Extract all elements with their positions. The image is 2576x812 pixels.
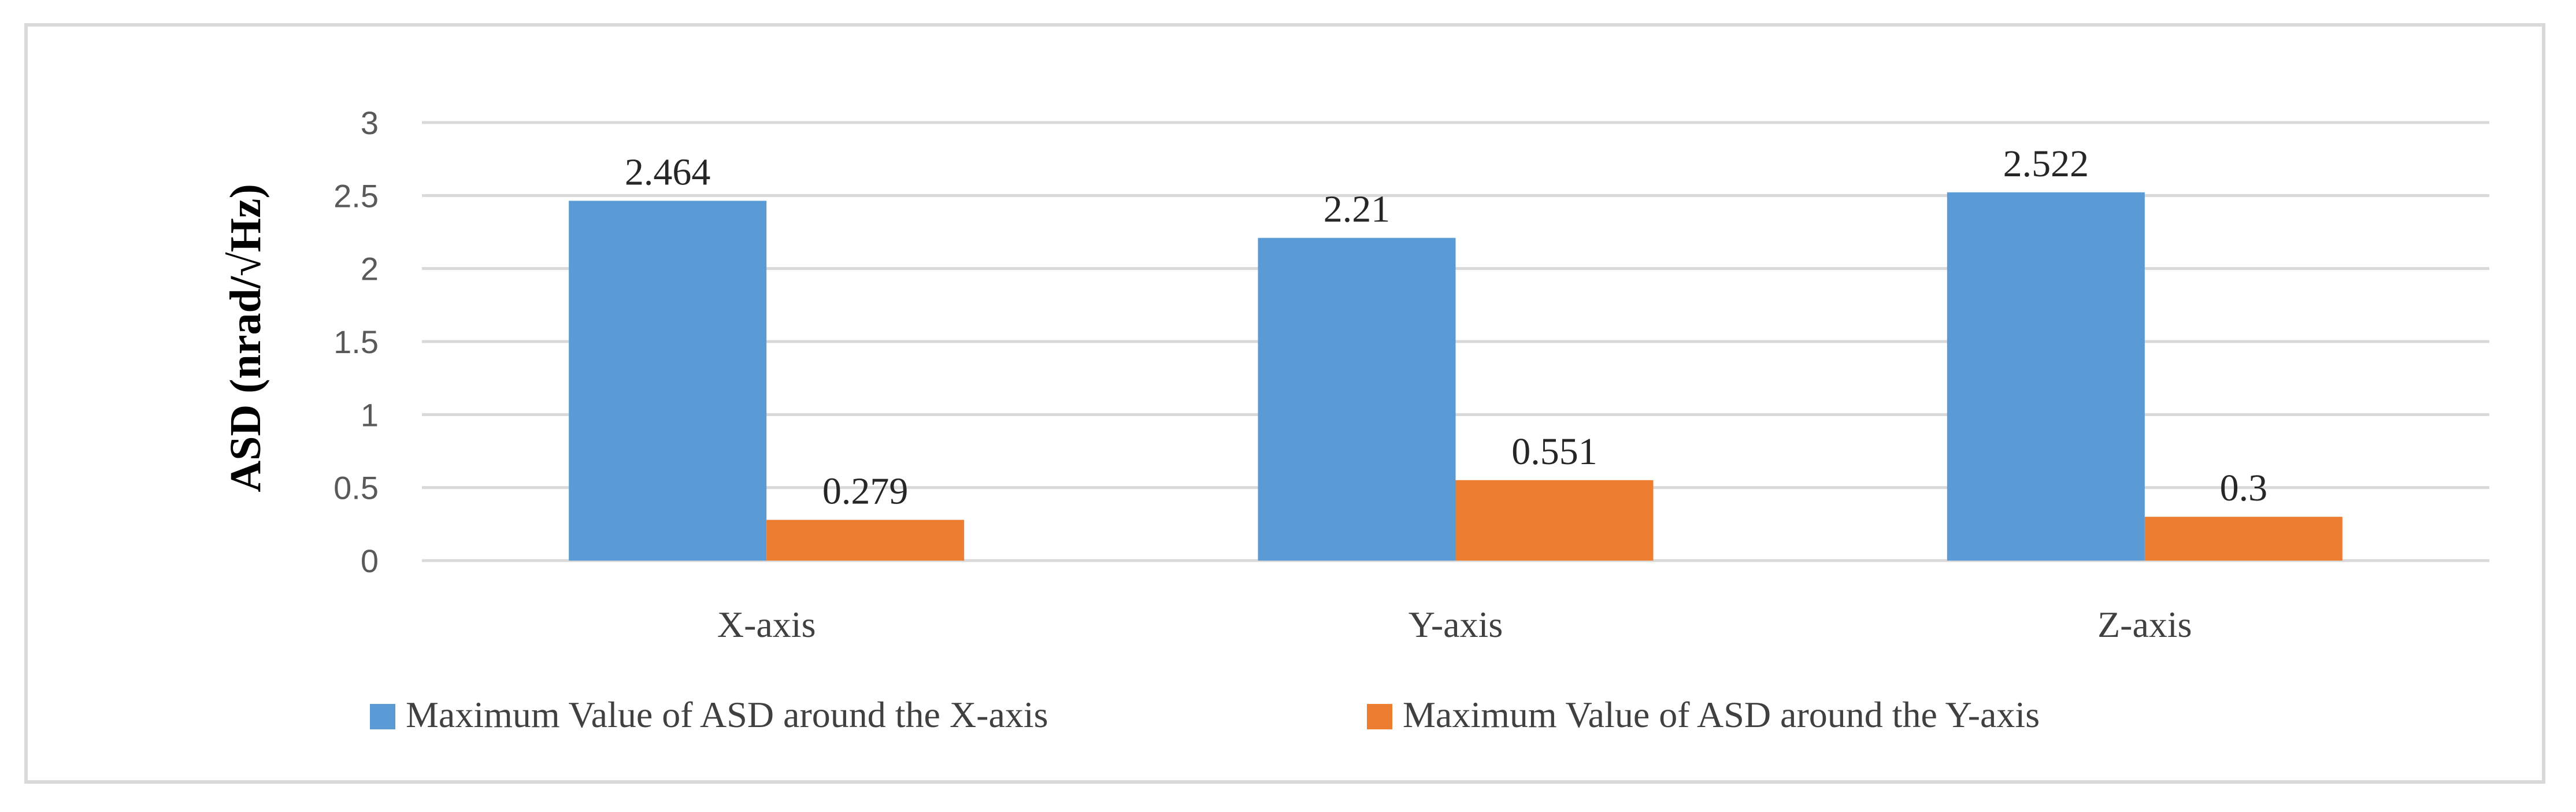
y-tick-label: 2: [361, 251, 379, 287]
data-label: 0.3: [2220, 467, 2268, 509]
y-tick-label: 1.5: [333, 324, 379, 360]
data-label: 0.279: [822, 470, 909, 513]
bar-y-axis-max-z-axis: [2144, 517, 2343, 561]
bar-y-axis-max-y-axis: [1455, 480, 1654, 561]
y-tick-label: 3: [361, 105, 379, 141]
data-label: 2.464: [625, 151, 711, 193]
data-label: 0.551: [1511, 431, 1598, 473]
x-axis-categories: X-axis Y-axis Z-axis: [717, 604, 2192, 645]
y-tick-label: 0: [361, 543, 379, 579]
y-axis-ticks: 0 0.5 1 1.5 2 2.5 3: [333, 105, 379, 579]
y-tick-label: 2.5: [333, 177, 379, 214]
legend-label: Maximum Value of ASD around the Y-axis: [1403, 694, 2040, 735]
bars: [569, 192, 2343, 561]
bar-x-axis-max-y-axis: [1258, 238, 1456, 561]
category-label: X-axis: [717, 604, 816, 645]
y-axis-title: ASD (nrad/√Hz): [221, 184, 270, 492]
legend-swatch: [1367, 704, 1392, 729]
legend: Maximum Value of ASD around the X-axis Ma…: [370, 694, 2040, 735]
data-labels: 2.464 0.279 2.21 0.551 2.522 0.3: [625, 143, 2267, 513]
category-label: Y-axis: [1409, 604, 1503, 645]
bar-x-axis-max-x-axis: [569, 201, 767, 561]
data-label: 2.21: [1324, 188, 1391, 231]
bar-x-axis-max-z-axis: [1947, 192, 2145, 561]
y-tick-label: 1: [361, 396, 379, 433]
y-tick-label: 0.5: [333, 470, 379, 506]
legend-label: Maximum Value of ASD around the X-axis: [406, 694, 1048, 735]
category-label: Z-axis: [2097, 604, 2192, 645]
data-label: 2.522: [2003, 143, 2089, 185]
bar-y-axis-max-x-axis: [766, 520, 965, 561]
legend-swatch: [370, 704, 395, 729]
